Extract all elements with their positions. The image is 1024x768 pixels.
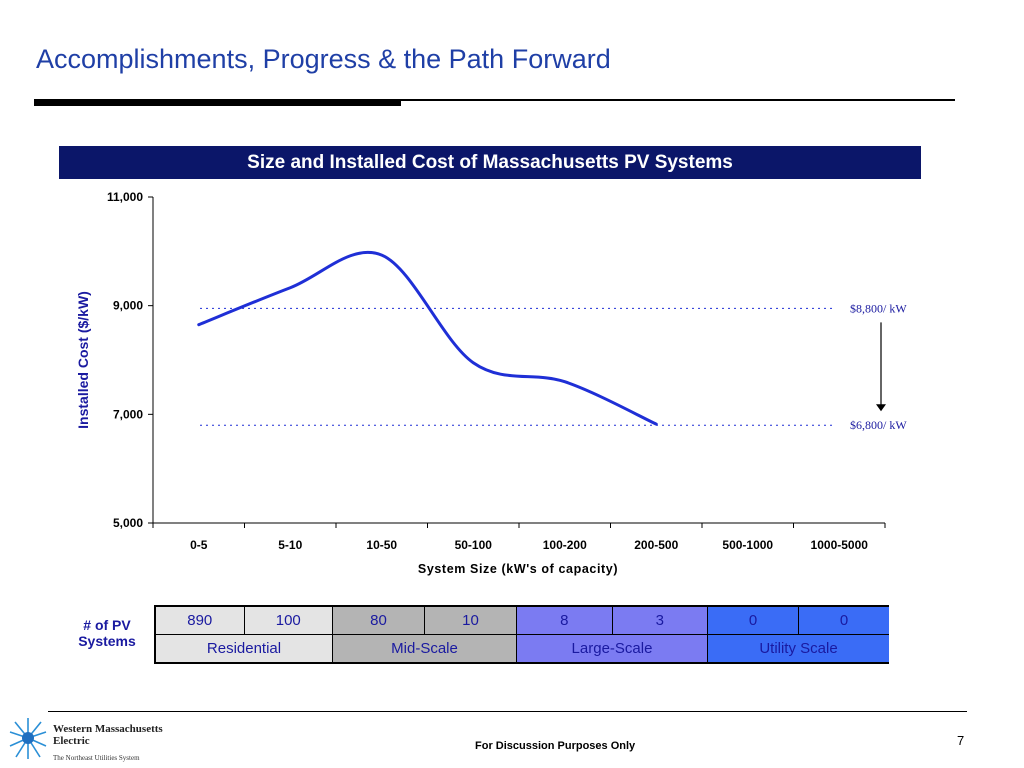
series-line [197,250,658,426]
x-tick-label: 5-10 [278,538,302,552]
slide-title: Accomplishments, Progress & the Path For… [36,44,611,74]
pv-count-cell: 8 [517,607,612,634]
x-tick-label: 100-200 [543,538,587,552]
pv-count-cell: 80 [333,607,424,634]
y-tick-label: 5,000 [113,516,143,530]
chart-title: Size and Installed Cost of Massachusetts… [59,146,921,179]
footer-note: For Discussion Purposes Only [475,740,636,752]
pv-group-name: Large-Scale [517,635,707,662]
pv-count-cell: 3 [612,607,707,634]
x-tick-label: 500-1000 [722,538,773,552]
pv-count-cell: 890 [156,607,244,634]
reference-label: $8,800/ kW [850,301,907,315]
title-rule-thin [34,99,955,101]
reduction-arrow-icon [876,404,886,412]
company-name: Western Massachusetts Electric [53,723,163,747]
pv-counts-row: 80 10 [333,607,516,634]
pv-group-name: Residential [156,635,332,662]
company-logo-icon [9,718,47,759]
y-tick-label: 11,000 [107,190,143,204]
company-subtitle: The Northeast Utilities System [53,754,140,762]
x-tick-label: 0-5 [190,538,208,552]
x-axis-label: System Size (kW's of capacity) [418,562,618,576]
pv-systems-label: # of PV Systems [78,617,136,649]
pv-group-name: Utility Scale [708,635,889,662]
pv-count-cell: 0 [708,607,798,634]
pv-count-cell: 100 [244,607,332,634]
pv-counts-row: 890 100 [156,607,332,634]
footer-rule [48,711,967,712]
pv-group-large-scale: 8 3 Large-Scale [517,607,707,662]
pv-group-mid-scale: 80 10 Mid-Scale [333,607,516,662]
pv-group-utility-scale: 0 0 Utility Scale [708,607,889,662]
y-tick-label: 7,000 [113,407,143,421]
x-tick-label: 1000-5000 [811,538,869,552]
y-axis-label: Installed Cost ($/kW) [75,291,91,429]
x-tick-label: 50-100 [455,538,493,552]
title-rule-thick [34,101,401,106]
pv-systems-table: 890 100 Residential 80 10 Mid-Scale 8 3 Large-Sc… [154,605,889,664]
reference-label: $6,800/ kW [850,418,907,432]
pv-group-residential: 890 100 Residential [156,607,332,662]
cost-chart: 5,000 7,000 9,000 11,000 0-5 5-10 10-50 50-100 1… [75,190,907,576]
x-tick-label: 200-500 [634,538,678,552]
page-number: 7 [957,733,965,748]
x-tick-label: 10-50 [366,538,397,552]
pv-count-cell: 10 [425,607,516,634]
y-tick-label: 9,000 [113,299,143,313]
pv-group-name: Mid-Scale [333,635,516,662]
pv-count-cell: 0 [799,607,889,634]
